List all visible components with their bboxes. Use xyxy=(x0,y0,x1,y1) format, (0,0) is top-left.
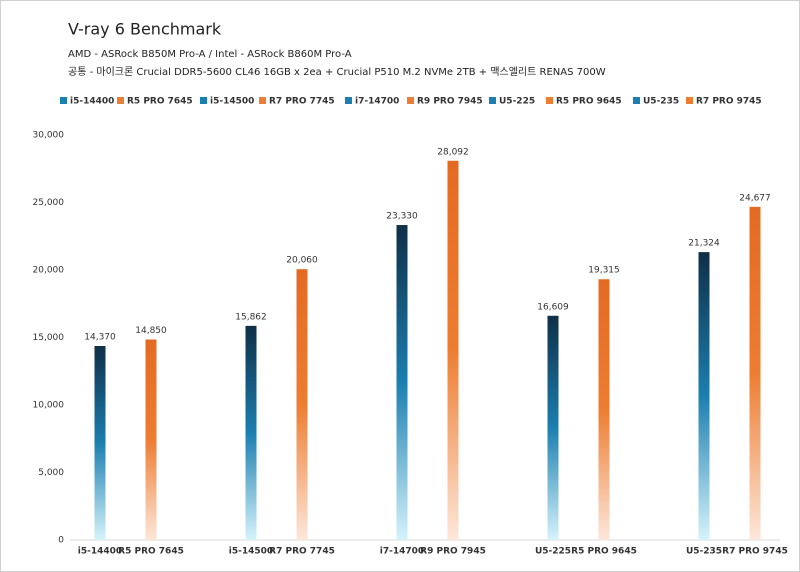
legend-marker xyxy=(407,97,414,104)
bar xyxy=(296,269,308,540)
bar xyxy=(698,252,710,540)
legend-label: i5-14400 xyxy=(70,97,114,107)
y-tick-label: 20,000 xyxy=(33,266,65,276)
legend-marker xyxy=(60,97,67,104)
legend-marker xyxy=(200,97,207,104)
chart-subtitle: 공통 - 마이크론 Crucial DDR5-5600 CL46 16GB x … xyxy=(68,65,606,78)
data-label: 14,850 xyxy=(135,326,167,336)
x-tick-label: R7 PRO 9745 xyxy=(722,547,788,557)
data-label: 23,330 xyxy=(386,212,418,222)
legend-marker xyxy=(345,97,352,104)
legend-label: R9 PRO 7945 xyxy=(417,97,483,107)
x-tick-label: i7-14700 xyxy=(380,547,424,557)
bar xyxy=(94,346,106,540)
bar xyxy=(245,325,257,540)
bar xyxy=(396,225,408,541)
data-label: 20,060 xyxy=(286,256,318,266)
y-tick-label: 0 xyxy=(58,536,64,546)
legend-marker xyxy=(117,97,124,104)
bar xyxy=(598,279,610,540)
bar xyxy=(547,315,559,540)
legend-label: R5 PRO 7645 xyxy=(127,97,193,107)
legend-label: R7 PRO 7745 xyxy=(269,97,335,107)
data-label: 16,609 xyxy=(537,302,569,312)
bar xyxy=(447,160,459,540)
legend-marker xyxy=(259,97,266,104)
data-label: 15,862 xyxy=(235,312,267,322)
legend-label: i5-14500 xyxy=(210,97,254,107)
legend-label: R7 PRO 9745 xyxy=(696,97,762,107)
chart-title: V-ray 6 Benchmark xyxy=(68,20,222,39)
data-label: 24,677 xyxy=(739,193,771,203)
x-tick-label: U5-235 xyxy=(686,547,722,557)
legend-label: R5 PRO 9645 xyxy=(556,97,622,107)
x-tick-label: R5 PRO 7645 xyxy=(118,547,184,557)
legend-marker xyxy=(686,97,693,104)
x-tick-label: i5-14400 xyxy=(78,547,122,557)
x-tick-label: U5-225 xyxy=(535,547,571,557)
y-tick-label: 30,000 xyxy=(33,131,65,141)
data-label: 19,315 xyxy=(588,266,620,276)
legend-label: U5-235 xyxy=(643,97,679,107)
bar xyxy=(145,339,157,540)
legend-label: U5-225 xyxy=(499,97,535,107)
legend-label: i7-14700 xyxy=(355,97,399,107)
y-tick-label: 10,000 xyxy=(33,401,65,411)
bar xyxy=(749,206,761,540)
data-label: 14,370 xyxy=(84,333,116,343)
legend-marker xyxy=(633,97,640,104)
x-tick-label: i5-14500 xyxy=(229,547,273,557)
chart-subtitle: AMD - ASRock B850M Pro-A / Intel - ASRoc… xyxy=(68,49,352,60)
y-tick-label: 15,000 xyxy=(33,333,65,343)
x-tick-label: R5 PRO 9645 xyxy=(571,547,637,557)
y-tick-label: 5,000 xyxy=(38,468,64,478)
x-tick-label: R9 PRO 7945 xyxy=(420,547,486,557)
legend-marker xyxy=(489,97,496,104)
x-tick-label: R7 PRO 7745 xyxy=(269,547,335,557)
y-tick-label: 25,000 xyxy=(33,198,65,208)
legend-marker xyxy=(546,97,553,104)
data-label: 28,092 xyxy=(437,147,469,157)
data-label: 21,324 xyxy=(688,239,720,249)
